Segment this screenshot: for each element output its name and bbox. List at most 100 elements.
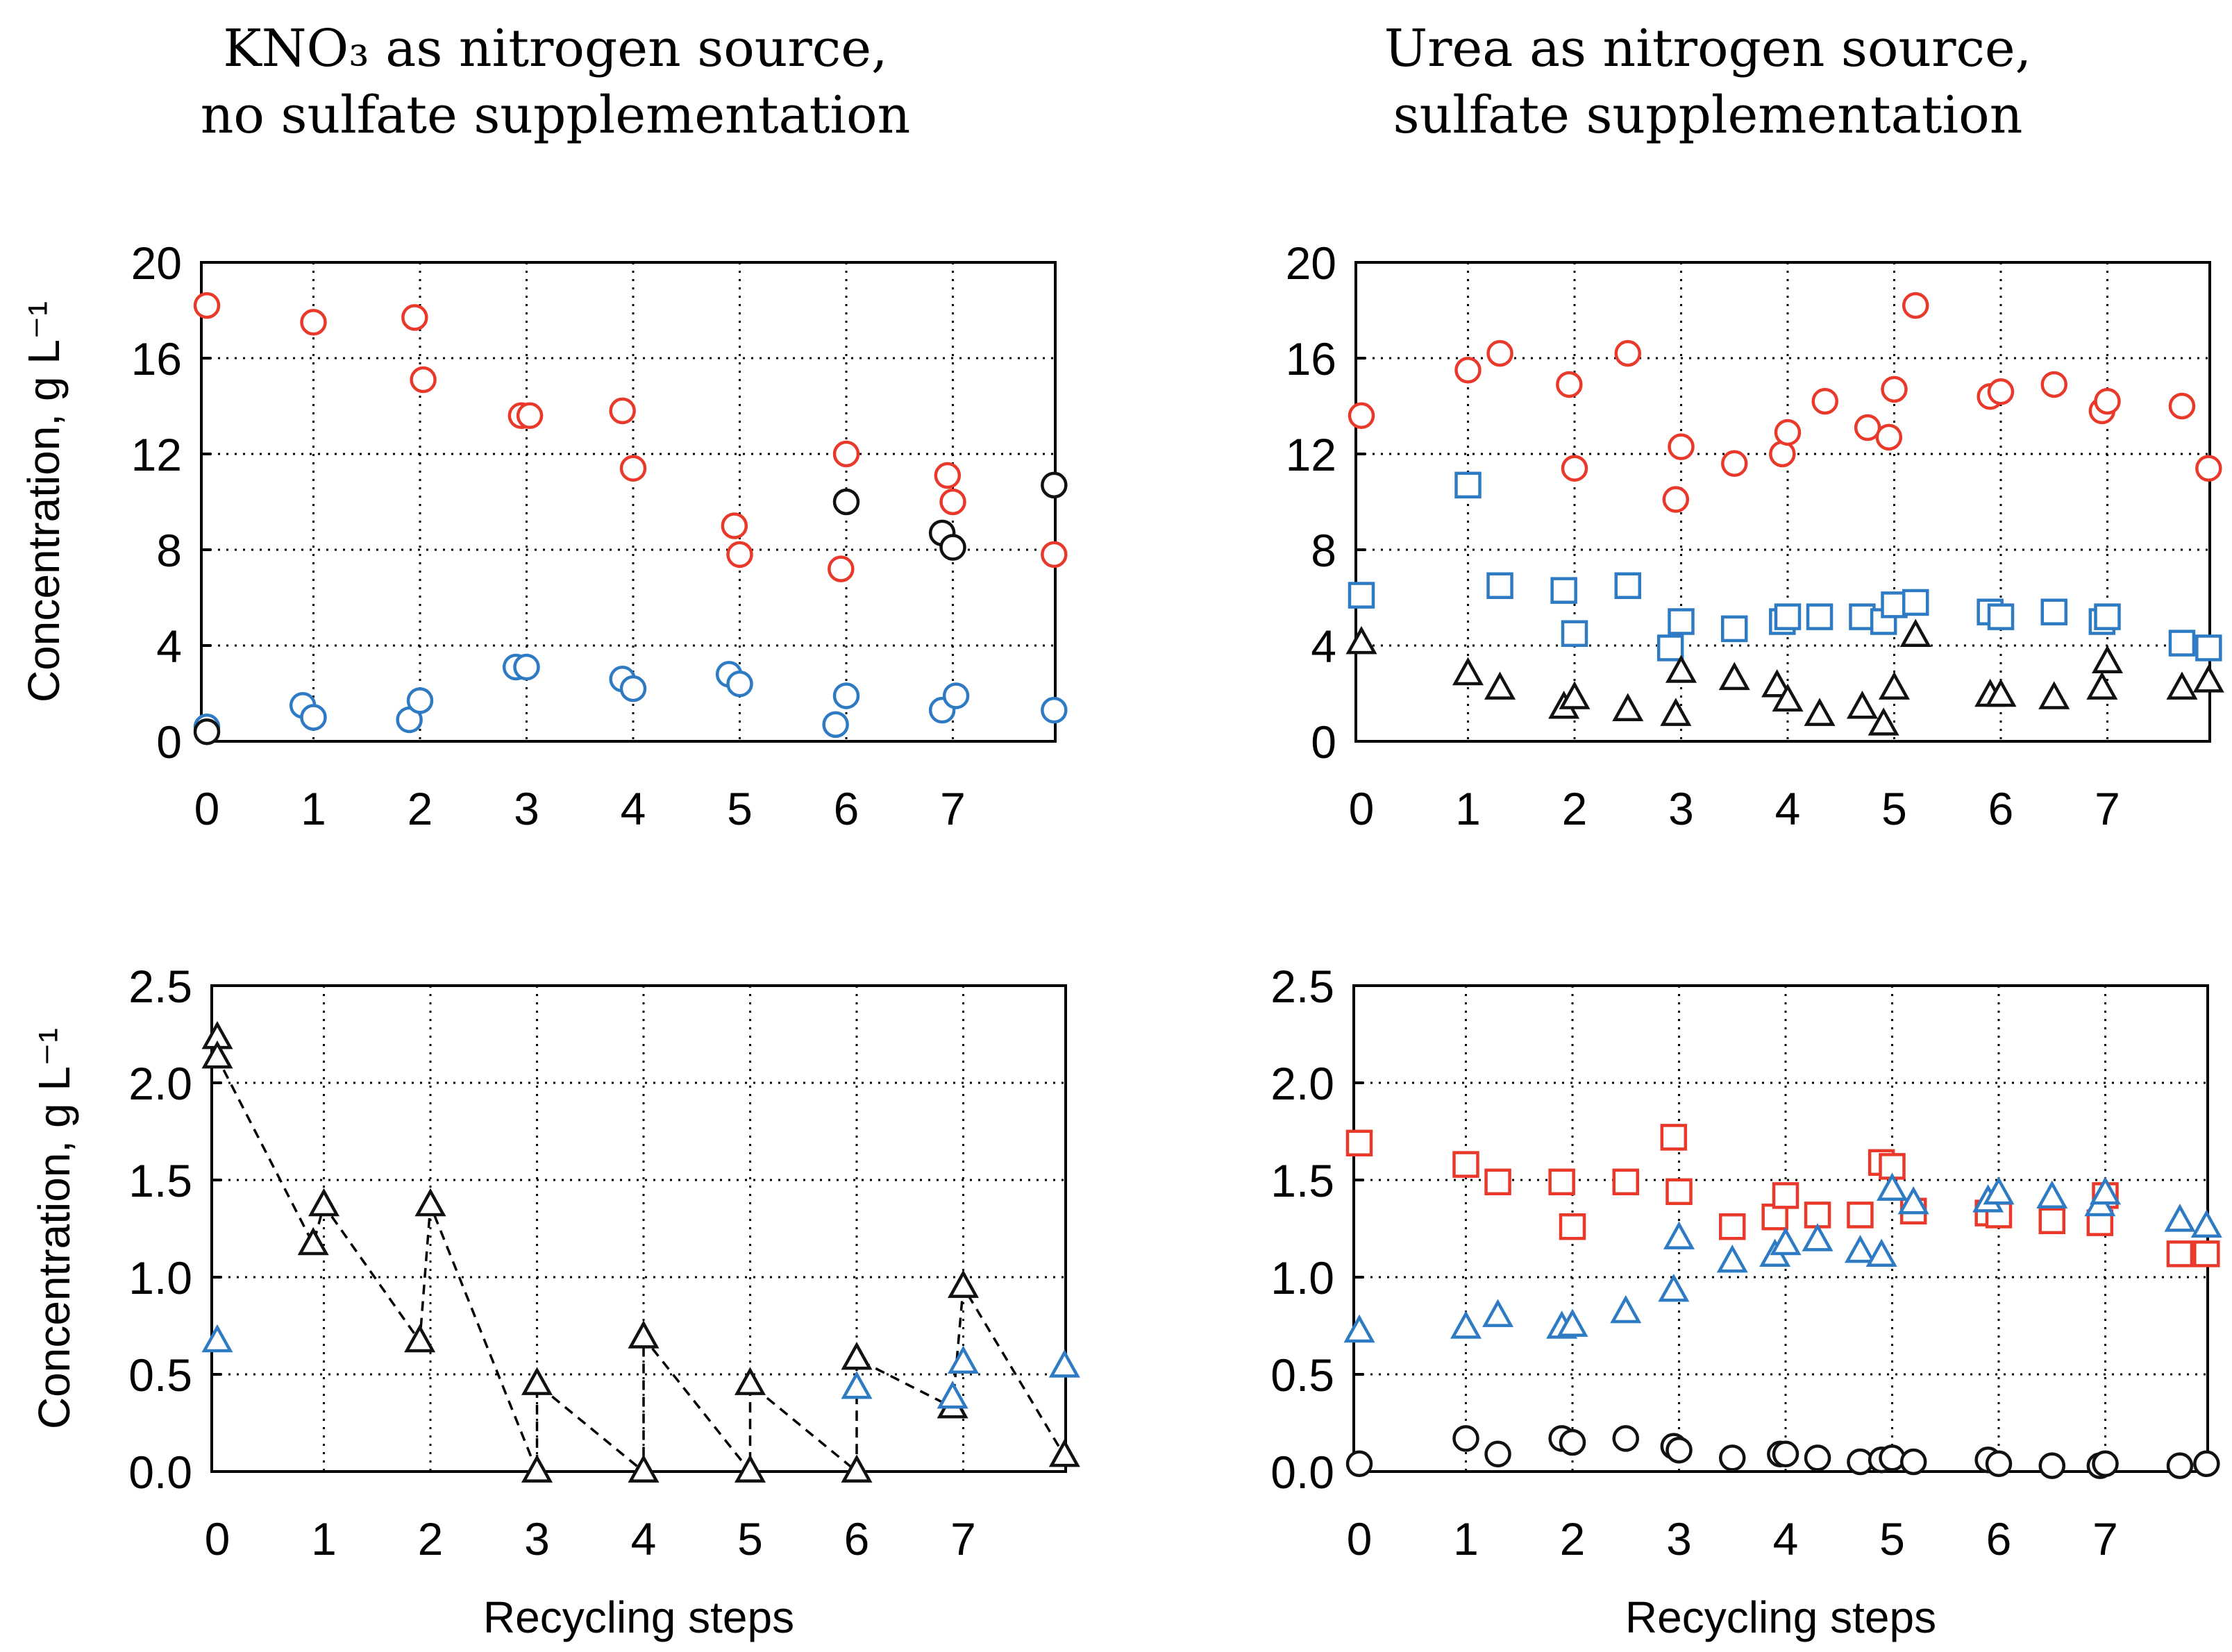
data-point-triangle <box>521 1454 553 1483</box>
x-tick-label: 1 <box>1455 783 1481 834</box>
x-tick-label: 4 <box>1773 1513 1799 1565</box>
data-point-circle <box>609 397 636 425</box>
data-point-circle <box>1804 1444 1831 1472</box>
data-point-triangle <box>1761 668 1793 698</box>
data-point-triangle <box>404 1324 436 1353</box>
data-point-triangle <box>1865 1238 1897 1267</box>
data-point-triangle <box>2086 671 2118 700</box>
data-point-square <box>1656 634 1684 661</box>
x-tick-label: 6 <box>1988 783 2014 834</box>
data-point-circle <box>406 687 434 714</box>
data-point-circle <box>2195 455 2222 482</box>
data-point-triangle <box>628 1320 660 1349</box>
y-tick-label: 8 <box>156 525 182 576</box>
data-point-triangle <box>1844 1234 1876 1263</box>
chart-bottom-left: 0.0 0.5 1.0 1.5 2.0 2.5 0 1 2 3 4 5 6 7 Concentration,… <box>29 961 1080 1642</box>
title-right-line2: sulfate supplementation <box>1393 85 2023 145</box>
data-point-square <box>2040 598 2067 625</box>
y-tick-label: 1.0 <box>1270 1252 1334 1304</box>
data-point-triangle <box>297 1227 329 1256</box>
data-point-circle <box>1879 1444 1906 1472</box>
series-black-triangles <box>201 1020 1080 1483</box>
y-tick-label: 20 <box>1286 237 1336 289</box>
data-point-triangle <box>1716 1244 1748 1273</box>
y-tick-label: 0 <box>156 716 182 768</box>
x-tick-label: 4 <box>621 783 646 834</box>
data-point-square <box>1559 1213 1586 1240</box>
data-point-triangle <box>1665 655 1697 683</box>
data-point-triangle <box>1878 671 1911 700</box>
data-point-circle <box>1612 1425 1639 1452</box>
y-tick-label: 0.5 <box>128 1349 192 1401</box>
data-point-triangle <box>2091 645 2124 673</box>
data-point-square <box>2094 603 2121 630</box>
column-title-right: Urea as nitrogen source, sulfate supplem… <box>1257 15 2159 149</box>
x-tick-label: 5 <box>737 1513 763 1565</box>
y-tick-label: 16 <box>1286 333 1336 385</box>
data-point-triangle <box>414 1188 446 1217</box>
chart-bottom-right: 0.0 0.5 1.0 1.5 2.0 2.5 0 1 2 3 4 5 6 7 Recycling step… <box>1270 961 2222 1642</box>
data-point-circle <box>1769 440 1796 468</box>
data-point-circle <box>1452 1425 1479 1452</box>
data-point-circle <box>619 455 647 482</box>
x-axis-label: Recycling steps <box>1625 1592 1936 1642</box>
data-point-circle <box>2092 1450 2119 1478</box>
series-blue-triangles <box>1343 1172 2222 1343</box>
data-point-circle <box>1881 376 1908 403</box>
data-point-triangle <box>2164 1204 2196 1232</box>
data-point-circle <box>1345 1450 1373 1478</box>
data-point-circle <box>1875 423 1903 451</box>
data-point-square <box>1454 471 1482 499</box>
y-tick-label: 12 <box>131 429 182 480</box>
x-tick-label: 6 <box>1986 1513 2012 1565</box>
data-point-triangle <box>947 1270 980 1298</box>
data-point-triangle <box>1802 1223 1834 1251</box>
data-point-circle <box>832 488 860 516</box>
y-tick-label: 4 <box>1311 621 1336 672</box>
data-point-circle <box>1899 1448 1927 1476</box>
data-point-circle <box>2166 1452 2194 1479</box>
data-point-circle <box>193 718 221 745</box>
data-point-circle <box>1041 541 1068 568</box>
data-point-triangle <box>1660 698 1692 726</box>
data-point-circle <box>1559 1428 1586 1456</box>
x-tick-label: 1 <box>1453 1513 1479 1565</box>
x-tick-label: 3 <box>524 1513 550 1565</box>
data-point-triangle <box>201 1040 233 1069</box>
data-point-triangle <box>937 1380 968 1409</box>
data-point-circle <box>939 534 966 561</box>
data-point-circle <box>2038 1452 2065 1479</box>
data-point-triangle <box>1772 683 1804 712</box>
data-point-square <box>1660 1124 1688 1151</box>
title-left-line1: KNO₃ as nitrogen source, <box>223 19 888 78</box>
data-point-circle <box>401 304 428 331</box>
data-point-square <box>1668 608 1695 635</box>
x-tick-label: 7 <box>950 1513 976 1565</box>
data-point-circle <box>1484 1440 1511 1468</box>
data-point-triangle <box>734 1454 766 1483</box>
x-tick-label: 7 <box>940 783 966 834</box>
data-point-square <box>1614 572 1641 599</box>
title-right-line1: Urea as nitrogen source, <box>1384 19 2032 78</box>
series-red-circles <box>1348 292 2222 513</box>
data-point-circle <box>1774 419 1802 446</box>
data-point-triangle <box>1658 1273 1690 1302</box>
data-point-circle <box>832 440 860 468</box>
data-point-square <box>1849 603 1876 630</box>
data-point-square <box>1550 577 1577 604</box>
data-point-triangle <box>201 1324 233 1353</box>
data-point-square <box>1612 1168 1639 1196</box>
data-point-square <box>2038 1207 2065 1235</box>
data-point-square <box>2195 634 2222 661</box>
data-point-triangle <box>1983 1176 2015 1205</box>
data-point-circle <box>1719 1444 1746 1472</box>
data-point-circle <box>1454 357 1482 384</box>
data-point-circle <box>939 488 966 516</box>
data-point-triangle <box>1804 698 1836 726</box>
data-point-square <box>1484 1168 1511 1196</box>
data-point-circle <box>1348 402 1375 430</box>
data-point-circle <box>822 711 849 739</box>
y-tick-label: 4 <box>156 621 182 672</box>
data-point-circle <box>300 309 327 336</box>
data-point-square <box>1987 603 2015 630</box>
